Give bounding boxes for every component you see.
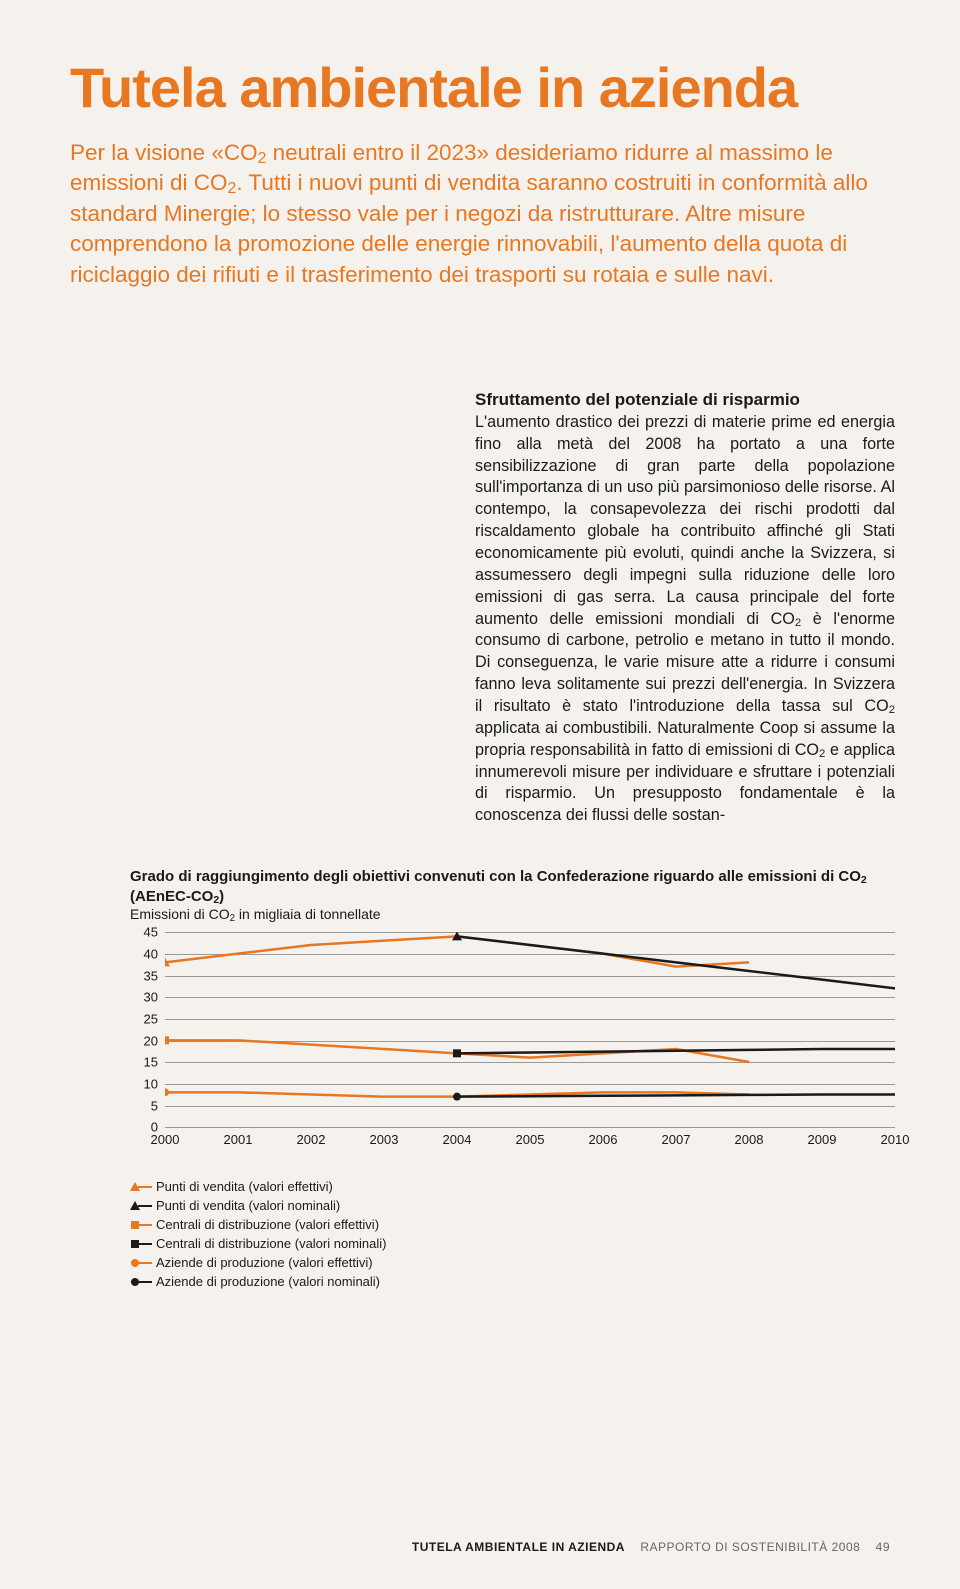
chart-legend: Punti di vendita (valori effettivi) Punti…: [130, 1177, 890, 1291]
body-column: Sfruttamento del potenziale di risparmio…: [475, 390, 895, 827]
chart-y-label: 35: [144, 968, 158, 983]
chart-subtitle: Emissioni di CO2 in migliaia di tonnella…: [130, 906, 895, 922]
legend-triangle-icon: [130, 1180, 156, 1194]
legend-square-icon: [130, 1237, 156, 1251]
legend-label: Punti di vendita (valori nominali): [156, 1198, 340, 1213]
intro-paragraph: Per la visione «CO2 neutrali entro il 20…: [70, 138, 890, 290]
chart-x-label: 2007: [662, 1132, 691, 1147]
page-footer: TUTELA AMBIENTALE IN AZIENDA RAPPORTO DI…: [412, 1540, 890, 1554]
legend-item: Aziende di produzione (valori nominali): [130, 1272, 890, 1291]
chart-x-label: 2001: [224, 1132, 253, 1147]
chart-x-label: 2003: [370, 1132, 399, 1147]
chart-area: 4540353025201510502000200120022003200420…: [130, 932, 895, 1147]
footer-page: 49: [876, 1540, 890, 1554]
chart-y-label: 20: [144, 1033, 158, 1048]
chart-x-label: 2009: [808, 1132, 837, 1147]
chart-y-label: 40: [144, 946, 158, 961]
chart-title: Grado di raggiungimento degli obiettivi …: [130, 867, 895, 906]
chart-y-label: 5: [151, 1098, 158, 1113]
chart-y-label: 25: [144, 1011, 158, 1026]
chart-y-label: 15: [144, 1055, 158, 1070]
legend-item: Punti di vendita (valori effettivi): [130, 1177, 890, 1196]
legend-triangle-icon: [130, 1199, 156, 1213]
legend-label: Aziende di produzione (valori nominali): [156, 1274, 380, 1289]
chart-x-label: 2008: [735, 1132, 764, 1147]
chart-series-line: [165, 937, 749, 967]
chart-x-label: 2010: [881, 1132, 910, 1147]
legend-label: Centrali di distribuzione (valori effett…: [156, 1217, 379, 1232]
chart-y-label: 30: [144, 990, 158, 1005]
legend-circle-icon: [130, 1256, 156, 1270]
chart-y-label: 45: [144, 925, 158, 940]
legend-label: Punti di vendita (valori effettivi): [156, 1179, 333, 1194]
legend-label: Aziende di produzione (valori effettivi): [156, 1255, 373, 1270]
legend-square-icon: [130, 1218, 156, 1232]
chart-block: Grado di raggiungimento degli obiettivi …: [130, 867, 895, 1147]
legend-item: Centrali di distribuzione (valori effett…: [130, 1215, 890, 1234]
chart-gridline: [165, 1127, 895, 1128]
legend-circle-icon: [130, 1275, 156, 1289]
legend-label: Centrali di distribuzione (valori nomina…: [156, 1236, 386, 1251]
chart-x-label: 2006: [589, 1132, 618, 1147]
legend-item: Aziende di produzione (valori effettivi): [130, 1253, 890, 1272]
legend-item: Centrali di distribuzione (valori nomina…: [130, 1234, 890, 1253]
chart-x-label: 2005: [516, 1132, 545, 1147]
chart-x-label: 2000: [151, 1132, 180, 1147]
legend-item: Punti di vendita (valori nominali): [130, 1196, 890, 1215]
footer-section: TUTELA AMBIENTALE IN AZIENDA: [412, 1540, 625, 1554]
footer-doc: RAPPORTO DI SOSTENIBILITÀ 2008: [640, 1540, 860, 1554]
chart-series-line: [457, 1049, 895, 1053]
chart-svg: [165, 932, 895, 1127]
chart-x-label: 2004: [443, 1132, 472, 1147]
chart-y-label: 10: [144, 1076, 158, 1091]
section-body: L'aumento drastico dei prezzi di materie…: [475, 412, 895, 827]
chart-x-label: 2002: [297, 1132, 326, 1147]
page-title: Tutela ambientale in azienda: [70, 55, 890, 120]
chart-series-line: [457, 937, 895, 989]
section-heading: Sfruttamento del potenziale di risparmio: [475, 390, 895, 410]
